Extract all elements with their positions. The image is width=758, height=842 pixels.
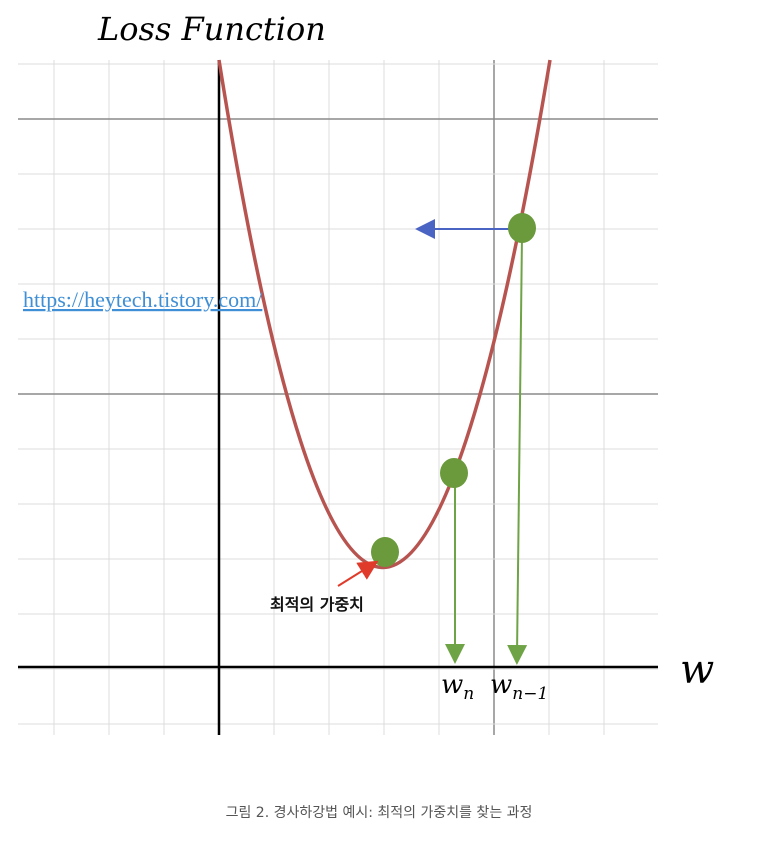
figure-title: Loss Function [97, 10, 326, 48]
grid [18, 60, 658, 735]
drop-arrow-wn-1 [507, 234, 528, 665]
point-optimal [371, 537, 399, 567]
source-url-link[interactable]: https://heytech.tistory.com/ [23, 287, 263, 312]
label-w-n-minus-1-sub: n−1 [512, 684, 548, 704]
label-w-n: wn [441, 670, 474, 704]
label-w-n-minus-1: wn−1 [490, 670, 548, 704]
optimal-weight-label: 최적의 가중치 [270, 595, 364, 614]
label-w-n-sub: n [463, 684, 474, 704]
axis-label-w: w [680, 647, 714, 693]
figure-caption: 그림 2. 경사하강법 예시: 최적의 가중치를 찾는 과정 [226, 805, 533, 821]
loss-curve [217, 59, 552, 569]
point-w-n-minus-1 [508, 213, 536, 243]
label-w-n-base: w [441, 670, 463, 700]
point-w-n [440, 458, 468, 488]
optimal-pointer-arrow [337, 560, 379, 587]
label-w-n-minus-1-base: w [490, 670, 512, 700]
